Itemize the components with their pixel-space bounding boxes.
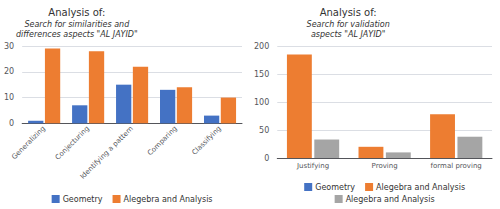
svg-text:100: 100: [254, 98, 269, 107]
svg-text:Geometry: Geometry: [63, 195, 103, 204]
svg-text:50: 50: [259, 126, 269, 135]
svg-text:Geometry: Geometry: [315, 183, 355, 192]
svg-text:Analysis of:: Analysis of:: [48, 7, 105, 18]
svg-text:Conjecturing: Conjecturing: [54, 125, 91, 162]
svg-text:20: 20: [4, 67, 14, 76]
svg-text:Identifying a pattern: Identifying a pattern: [79, 125, 135, 181]
svg-text:aspects "AL JAYID": aspects "AL JAYID": [311, 30, 385, 39]
svg-text:Comparing: Comparing: [146, 125, 179, 158]
svg-text:Classifying: Classifying: [191, 125, 223, 157]
svg-text:150: 150: [254, 70, 269, 79]
svg-text:10: 10: [4, 93, 14, 102]
svg-text:Search for similarities and: Search for similarities and: [24, 20, 130, 29]
svg-text:Proving: Proving: [372, 162, 398, 170]
svg-text:200: 200: [254, 42, 269, 51]
svg-text:Alegebra and Analysis: Alegebra and Analysis: [346, 195, 435, 204]
svg-text:0: 0: [9, 119, 14, 128]
svg-text:Generalizing: Generalizing: [10, 125, 47, 162]
svg-text:Alegebra and Analysis: Alegebra and Analysis: [124, 195, 213, 204]
svg-text:Analysis of:: Analysis of:: [320, 7, 377, 18]
svg-text:formal proving: formal proving: [431, 162, 482, 170]
svg-text:0: 0: [264, 154, 269, 163]
svg-text:Alegebra and Analysis: Alegebra and Analysis: [376, 183, 465, 192]
svg-text:30: 30: [4, 42, 14, 51]
svg-text:Search for validation: Search for validation: [307, 20, 390, 29]
svg-text:differences aspects "AL JAYID": differences aspects "AL JAYID": [16, 30, 138, 39]
svg-text:Justifying: Justifying: [296, 162, 329, 170]
